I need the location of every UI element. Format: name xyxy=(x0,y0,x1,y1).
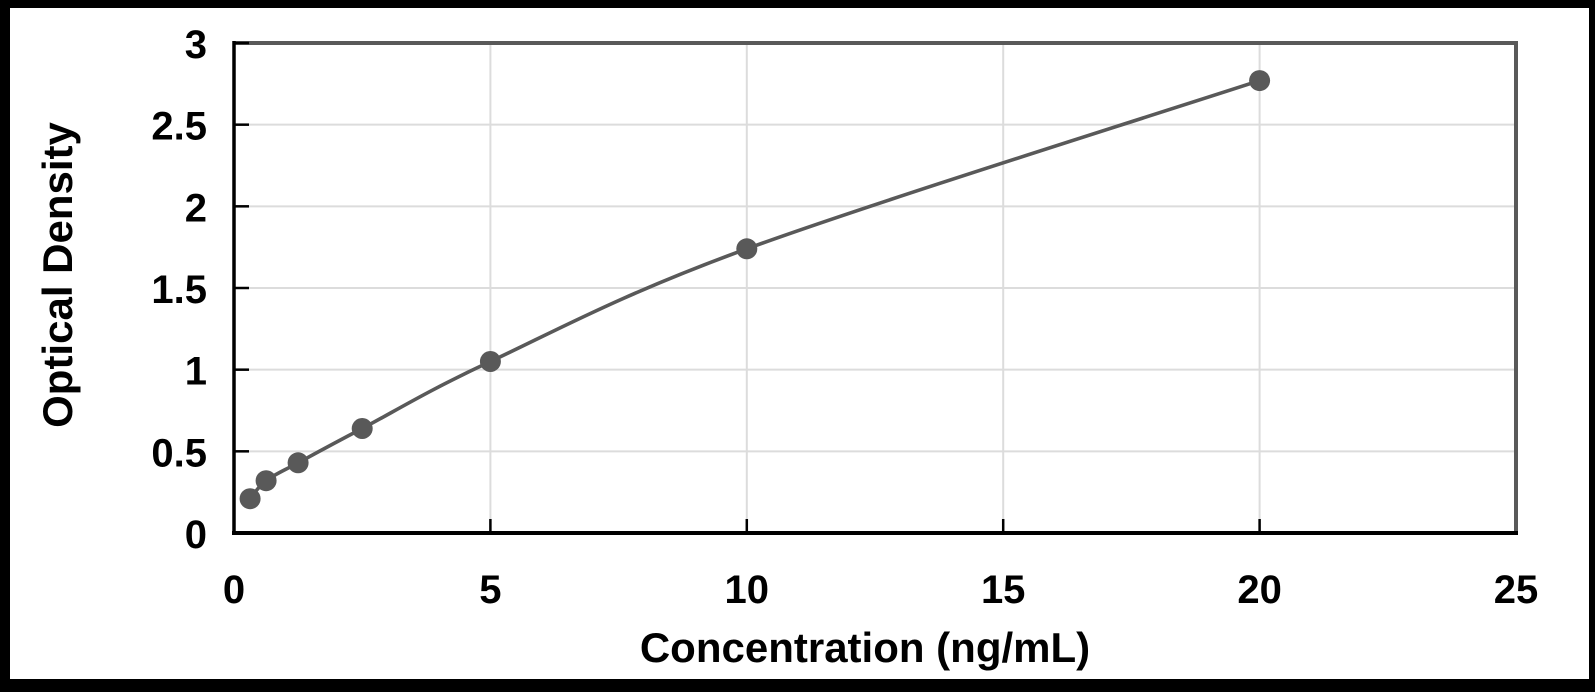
y-tick-label: 1.5 xyxy=(151,268,207,312)
frame-bottom xyxy=(0,679,1595,692)
y-tick-label: 2.5 xyxy=(151,105,207,149)
standard-curve-line xyxy=(248,78,1262,501)
data-point xyxy=(255,470,277,492)
data-point xyxy=(1249,70,1271,92)
frame-right xyxy=(1589,0,1595,692)
x-tick-label: 0 xyxy=(223,568,245,612)
gridlines xyxy=(234,42,1517,533)
data-point xyxy=(736,238,758,260)
y-tick-label: 1 xyxy=(185,350,207,394)
x-tick-label: 15 xyxy=(981,568,1026,612)
frame-left xyxy=(0,0,10,692)
plot-border xyxy=(234,41,1518,533)
data-series xyxy=(239,70,1271,510)
y-tick-label: 2 xyxy=(185,186,207,230)
x-tick-label: 25 xyxy=(1494,568,1539,612)
y-axis-title: Optical Density xyxy=(34,121,81,427)
data-point xyxy=(351,418,373,439)
y-tick-label: 3 xyxy=(185,23,207,67)
x-tick-label: 5 xyxy=(479,568,501,612)
tick-labels: 0 5 10 15 20 25 0 0.5 1 1.5 2 2.5 3 xyxy=(151,23,1538,612)
x-tick-label: 10 xyxy=(725,568,770,612)
frame-top xyxy=(0,0,1595,8)
tick-marks xyxy=(234,41,1261,533)
y-tick-label: 0 xyxy=(185,513,207,557)
x-tick-label: 20 xyxy=(1237,568,1282,612)
data-point xyxy=(239,488,261,510)
data-point xyxy=(287,452,309,474)
data-point xyxy=(479,351,501,372)
x-axis-title: Concentration (ng/mL) xyxy=(640,624,1090,671)
y-tick-label: 0.5 xyxy=(151,431,207,475)
